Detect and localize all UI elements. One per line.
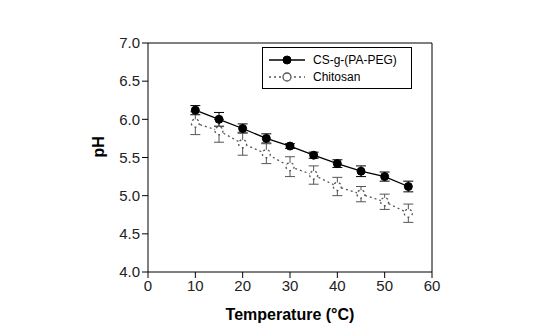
svg-text:4.5: 4.5	[119, 225, 140, 242]
svg-text:7.0: 7.0	[119, 34, 140, 51]
svg-text:Temperature (°C): Temperature (°C)	[226, 306, 355, 323]
svg-text:20: 20	[234, 277, 251, 294]
svg-text:0: 0	[144, 277, 152, 294]
svg-text:5.5: 5.5	[119, 149, 140, 166]
svg-text:5.0: 5.0	[119, 187, 140, 204]
html-text:Chitosan: Chitosan	[313, 69, 361, 84]
html-text:CS-g-(PA-PEG): CS-g-(PA-PEG)	[313, 52, 397, 67]
svg-text:40: 40	[329, 277, 346, 294]
svg-text:6.5: 6.5	[119, 72, 140, 89]
svg-text:4.0: 4.0	[119, 263, 140, 280]
svg-text:6.0: 6.0	[119, 111, 140, 128]
svg-text:30: 30	[282, 277, 299, 294]
svg-text:50: 50	[376, 277, 393, 294]
svg-text:pH: pH	[90, 136, 107, 157]
svg-text:60: 60	[424, 277, 441, 294]
svg-text:10: 10	[187, 277, 204, 294]
